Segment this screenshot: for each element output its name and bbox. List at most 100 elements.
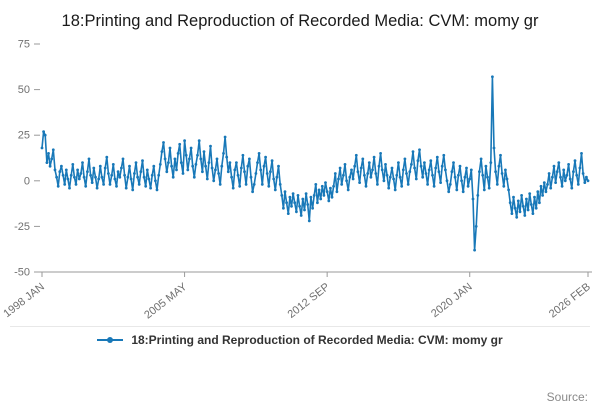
data-point-marker — [61, 174, 65, 177]
y-tick-label: -50 — [14, 267, 30, 279]
data-point-marker — [209, 144, 212, 148]
data-point-marker — [167, 161, 170, 165]
data-point-marker — [47, 152, 50, 156]
data-point-marker — [262, 165, 266, 168]
data-point-marker — [277, 165, 280, 168]
data-point-marker — [194, 163, 198, 167]
data-point-marker — [196, 154, 199, 157]
data-point-marker — [516, 199, 520, 203]
series-line — [41, 76, 589, 252]
data-point-marker — [429, 159, 433, 163]
data-point-marker — [231, 186, 235, 190]
data-point-marker — [126, 176, 130, 179]
data-point-marker — [186, 168, 190, 172]
data-point-marker — [239, 166, 243, 170]
data-point-marker — [371, 168, 374, 172]
data-point-marker — [482, 188, 486, 192]
data-point-marker — [202, 150, 206, 154]
data-point-marker — [128, 165, 131, 168]
data-point-marker — [374, 172, 378, 176]
legend-label: 18:Printing and Reproduction of Recorded… — [131, 333, 503, 348]
data-point-marker — [56, 185, 60, 188]
data-point-marker — [495, 183, 499, 187]
data-point-marker — [97, 177, 101, 181]
data-point-marker — [554, 181, 557, 185]
data-point-marker — [468, 177, 472, 181]
data-point-marker — [141, 159, 144, 163]
series-marker-icon — [97, 337, 124, 344]
data-point-marker — [405, 172, 408, 176]
data-point-marker — [452, 161, 455, 165]
data-point-marker — [162, 141, 165, 145]
data-point-marker — [353, 165, 357, 168]
data-point-marker — [361, 157, 365, 161]
data-point-marker — [226, 170, 230, 174]
data-point-marker — [42, 130, 45, 134]
data-point-marker — [491, 75, 494, 79]
data-point-marker — [513, 207, 517, 210]
data-point-marker — [223, 135, 227, 139]
data-point-marker — [367, 161, 371, 165]
data-point-marker — [583, 181, 587, 185]
data-point-marker — [68, 186, 71, 190]
data-point-marker — [500, 172, 504, 176]
data-point-marker — [115, 185, 118, 188]
data-point-marker — [330, 196, 334, 199]
data-point-marker — [280, 194, 284, 198]
data-point-marker — [118, 176, 122, 179]
data-point-marker — [124, 186, 128, 190]
data-point-marker — [525, 197, 528, 201]
data-point-marker — [69, 174, 73, 177]
data-point-marker — [448, 183, 452, 187]
data-point-marker — [358, 181, 361, 185]
data-point-marker — [497, 165, 501, 168]
data-point-marker — [377, 165, 381, 168]
data-point-marker — [215, 157, 219, 161]
y-tick-label: 0 — [24, 176, 30, 188]
data-point-marker — [110, 174, 114, 177]
data-point-marker — [559, 176, 562, 179]
data-point-marker — [150, 174, 154, 177]
data-point-marker — [337, 177, 340, 181]
data-point-marker — [363, 174, 366, 177]
data-point-marker — [181, 172, 185, 176]
data-point-marker — [526, 208, 530, 212]
data-point-marker — [260, 183, 264, 187]
data-point-marker — [60, 165, 63, 168]
data-point-marker — [340, 183, 344, 187]
data-point-marker — [171, 176, 175, 179]
data-point-marker — [290, 205, 293, 208]
data-point-marker — [507, 188, 510, 192]
data-point-marker — [254, 172, 258, 176]
data-point-marker — [437, 170, 441, 174]
data-point-marker — [329, 186, 332, 190]
data-point-marker — [134, 161, 138, 165]
x-tick-label: 2020 JAN — [429, 281, 474, 320]
legend-item[interactable]: 18:Printing and Reproduction of Recorded… — [0, 333, 600, 347]
data-point-marker — [214, 168, 217, 172]
data-point-marker — [416, 159, 420, 163]
data-point-marker — [45, 161, 49, 165]
data-point-marker — [137, 183, 141, 187]
data-point-marker — [64, 168, 68, 172]
data-point-marker — [393, 188, 397, 192]
data-point-marker — [570, 186, 574, 190]
data-point-marker — [401, 168, 405, 172]
data-point-marker — [241, 154, 245, 157]
data-point-marker — [580, 152, 583, 156]
data-point-marker — [170, 165, 174, 168]
data-point-marker — [173, 157, 177, 161]
data-point-marker — [212, 179, 216, 183]
data-point-marker — [157, 174, 161, 177]
data-point-marker — [382, 179, 386, 183]
data-point-marker — [243, 170, 246, 174]
data-point-marker — [453, 176, 457, 179]
data-point-marker — [230, 176, 234, 179]
data-point-marker — [275, 176, 279, 179]
data-point-marker — [539, 185, 543, 188]
data-point-marker — [487, 186, 491, 190]
data-point-marker — [538, 201, 541, 205]
data-point-marker — [392, 177, 395, 181]
data-point-marker — [458, 165, 462, 168]
data-point-marker — [257, 152, 261, 156]
